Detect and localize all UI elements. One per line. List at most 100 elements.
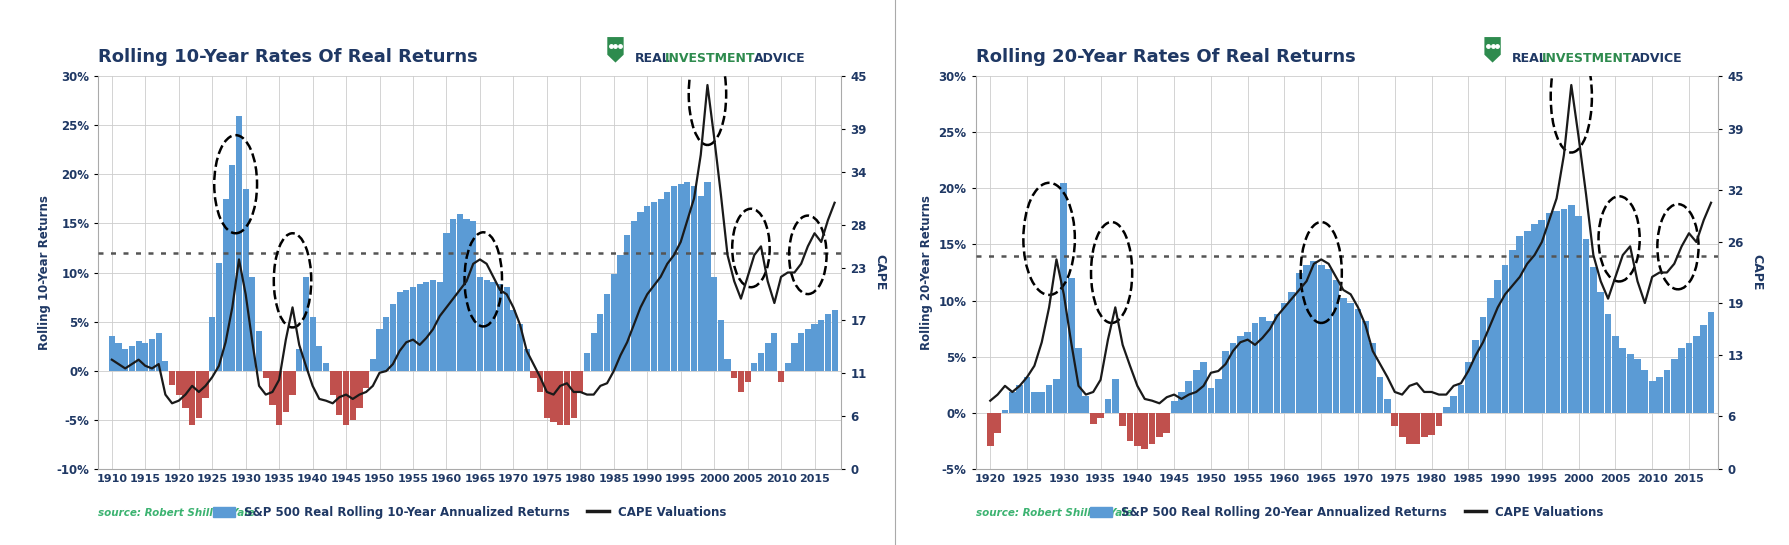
Bar [356,371,363,408]
Text: ADVICE: ADVICE [1630,52,1682,65]
Bar [1111,379,1118,413]
Bar [1567,205,1574,413]
Bar [156,334,161,371]
Bar [1208,388,1213,413]
Bar [1685,343,1691,413]
Bar [1045,385,1052,413]
Bar [1612,336,1617,413]
Bar [268,371,276,405]
Bar [1648,382,1655,413]
Bar [1641,370,1648,413]
Bar [209,317,215,371]
Bar [1655,377,1662,413]
Text: Rolling 20-Year Rates Of Real Returns: Rolling 20-Year Rates Of Real Returns [975,49,1354,66]
Bar [403,290,410,371]
Bar [463,219,469,371]
Bar [429,280,437,371]
Bar [590,334,596,371]
Text: source: Robert Shiller, Yale: source: Robert Shiller, Yale [975,508,1132,518]
Bar [1082,396,1090,413]
Bar [1281,303,1286,413]
Bar [1059,183,1066,413]
Y-axis label: Rolling 10-Year Returns: Rolling 10-Year Returns [38,195,50,350]
Bar [1369,343,1376,413]
Bar [1501,265,1508,413]
Bar [276,371,283,425]
Text: REAL: REAL [1512,52,1547,65]
Y-axis label: CAPE: CAPE [1750,255,1762,290]
Bar [349,371,356,420]
Bar [410,287,415,371]
Bar [524,349,530,371]
Bar [1603,314,1610,413]
Bar [283,371,288,412]
Bar [1354,310,1361,413]
Bar [236,116,242,371]
Bar [1251,323,1258,413]
Bar [329,371,336,395]
Bar [1184,382,1191,413]
Bar [1030,392,1038,413]
Bar [1052,379,1059,413]
Bar [691,186,696,371]
Bar [1097,413,1104,418]
Bar [1236,336,1243,413]
Bar [490,282,496,371]
Bar [1662,370,1669,413]
Bar [1589,267,1596,413]
Bar [1324,269,1331,413]
Bar [651,202,657,371]
Text: source: Robert Shiller, Yale: source: Robert Shiller, Yale [98,508,256,518]
Bar [784,363,791,371]
Bar [195,371,202,417]
Bar [1002,410,1007,413]
Bar [1361,320,1369,413]
Bar [1553,211,1558,413]
Bar [583,353,590,371]
Bar [1149,413,1156,444]
Bar [1310,261,1317,413]
Bar [1340,298,1345,413]
Bar [1390,413,1397,426]
Bar [644,206,649,371]
Bar [630,221,637,371]
Bar [114,343,122,371]
Bar [530,371,537,378]
Bar [664,192,671,371]
Bar [737,371,744,392]
Bar [1530,225,1537,413]
Bar [671,186,676,371]
Bar [302,277,309,371]
Bar [148,339,156,371]
Bar [1463,362,1471,413]
Bar [1170,402,1177,413]
Bar [476,277,483,371]
Bar [1581,239,1589,413]
Bar [290,371,295,395]
Bar [390,304,395,371]
Bar [657,199,664,371]
Polygon shape [606,37,623,63]
Bar [598,314,603,371]
Bar [683,182,691,371]
Bar [1537,220,1544,413]
Bar [1141,413,1147,449]
Text: Rolling 10-Year Rates Of Real Returns: Rolling 10-Year Rates Of Real Returns [98,49,478,66]
Bar [624,235,630,371]
Bar [1442,407,1449,413]
Bar [249,277,256,371]
Bar [141,343,148,371]
Bar [757,353,764,371]
Bar [417,284,422,371]
Bar [449,219,456,371]
Bar [1413,413,1419,444]
Bar [576,371,583,392]
Bar [1406,413,1412,444]
Bar [805,329,810,371]
Bar [617,255,623,371]
Bar [1626,354,1633,413]
Bar [1258,317,1265,413]
Bar [637,211,644,371]
Bar [1619,348,1624,413]
Bar [383,317,388,371]
